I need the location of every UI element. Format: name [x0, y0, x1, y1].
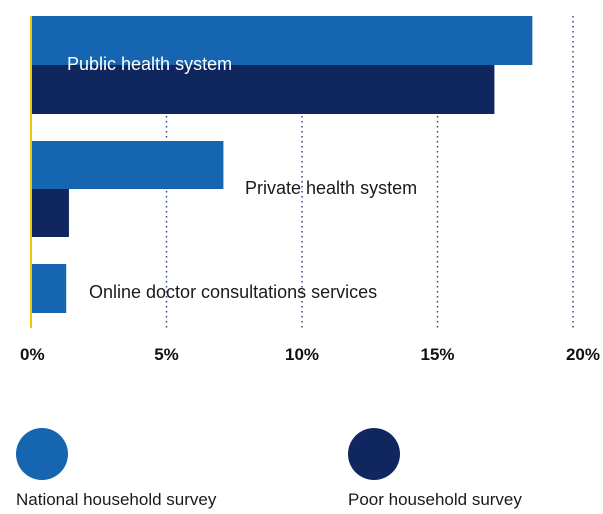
legend-item-poor: Poor household survey	[348, 428, 522, 510]
category-label-2: Online doctor consultations services	[89, 282, 377, 302]
bar-0-1	[31, 65, 495, 114]
category-label-0: Public health system	[67, 54, 232, 74]
tick-label-3: 15%	[420, 345, 454, 364]
bar-1-1	[31, 189, 69, 237]
legend-label-poor: Poor household survey	[348, 490, 522, 509]
tick-label-0: 0%	[20, 345, 45, 364]
category-label-1: Private health system	[245, 178, 417, 198]
legend-swatch-national	[16, 428, 68, 480]
legend-item-national: National household survey	[16, 428, 216, 510]
legend-label-national: National household survey	[16, 490, 217, 509]
tick-label-1: 5%	[154, 345, 179, 364]
bar-1-0	[31, 141, 224, 189]
tick-label-4: 20%	[566, 345, 600, 364]
bar-chart: Public health system Private health syste…	[20, 16, 600, 364]
tick-label-2: 10%	[285, 345, 319, 364]
bar-0-0	[31, 16, 533, 65]
legend-swatch-poor	[348, 428, 400, 480]
bar-2-0	[31, 264, 67, 313]
